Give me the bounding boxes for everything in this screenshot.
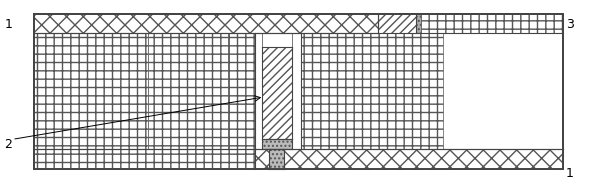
Bar: [262, 139, 292, 149]
Text: 1: 1: [4, 18, 12, 31]
Bar: [34, 14, 377, 33]
Bar: [254, 33, 262, 149]
Text: 1: 1: [566, 167, 574, 179]
Bar: [292, 33, 301, 149]
Bar: [34, 149, 255, 169]
Bar: [255, 149, 563, 169]
Text: 2: 2: [4, 138, 12, 151]
Bar: [229, 33, 254, 149]
Bar: [269, 149, 284, 169]
Bar: [34, 33, 148, 149]
Text: 3: 3: [566, 18, 574, 31]
Bar: [301, 33, 443, 149]
Bar: [148, 33, 229, 149]
Bar: [421, 14, 563, 33]
Bar: [377, 14, 416, 33]
Bar: [34, 14, 563, 169]
Bar: [34, 14, 563, 169]
Bar: [416, 14, 421, 33]
Bar: [262, 47, 292, 139]
